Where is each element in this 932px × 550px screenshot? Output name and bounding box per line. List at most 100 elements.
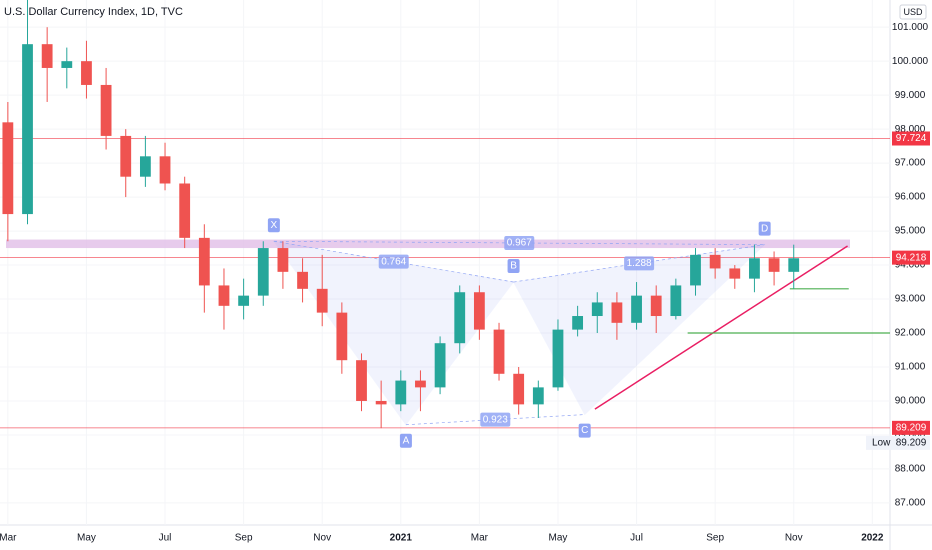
- candle-body: [513, 373, 525, 405]
- y-tick-label: 97.000: [895, 158, 926, 169]
- candle-body: [336, 312, 348, 361]
- candle-body: [493, 329, 505, 374]
- low-label-value: 89.209: [896, 437, 927, 448]
- candle-body: [768, 258, 780, 272]
- pattern-ratio-line: [273, 240, 765, 246]
- candle-body: [572, 316, 584, 330]
- pattern-ratio-label: 1.288: [627, 258, 652, 269]
- price-label-box: [892, 250, 930, 265]
- candle-body: [2, 122, 14, 215]
- candle-body: [631, 295, 642, 323]
- candle-body: [139, 156, 151, 177]
- candle-body: [356, 360, 367, 401]
- pattern-ratio-label: 0.764: [381, 256, 406, 267]
- candle-body: [179, 183, 191, 238]
- candle-body: [591, 302, 603, 317]
- resistance-zone: [6, 239, 850, 249]
- candle-body: [100, 84, 112, 136]
- low-label-text: Low: [872, 437, 891, 448]
- candle-body: [473, 292, 485, 330]
- y-tick-label: 89.000: [895, 430, 926, 441]
- candle-body: [81, 61, 92, 85]
- candle-body: [316, 288, 328, 313]
- candle-body: [395, 380, 407, 405]
- pattern-point-label: D: [761, 223, 768, 234]
- currency-label[interactable]: USD: [903, 7, 923, 17]
- candle-body: [729, 268, 741, 279]
- low-label-box: [866, 435, 930, 450]
- pattern-ratio-box: [480, 412, 511, 427]
- x-tick-label: 2022: [861, 533, 884, 544]
- y-tick-label: 92.000: [895, 328, 926, 339]
- pattern-ratio-box: [504, 235, 535, 250]
- trend-line: [594, 245, 848, 410]
- candle-body: [650, 295, 662, 317]
- candle-body: [159, 156, 171, 184]
- pattern-point-box: [507, 259, 520, 274]
- candle-body: [415, 380, 426, 388]
- price-label-box: [892, 131, 930, 146]
- x-tick-label: May: [77, 533, 96, 544]
- y-tick-label: 91.000: [895, 362, 926, 373]
- candle-body: [749, 258, 760, 279]
- pattern-point-label: A: [403, 435, 410, 446]
- y-tick-label: 93.000: [895, 294, 926, 305]
- y-tick-label: 95.000: [895, 226, 926, 237]
- candle-body: [120, 135, 132, 177]
- plot-area: [0, 0, 890, 525]
- candle-body: [297, 271, 308, 289]
- y-tick-label: 96.000: [895, 192, 926, 203]
- y-tick-label: 99.000: [895, 90, 926, 101]
- candle-body: [61, 61, 73, 68]
- candle-body: [238, 295, 250, 306]
- candle-body: [670, 285, 682, 317]
- candle-body: [257, 248, 269, 296]
- pattern-point-label: C: [581, 425, 588, 436]
- chart-title: U.S. Dollar Currency Index, 1D, TVC: [4, 6, 183, 18]
- candle-body: [218, 285, 230, 306]
- candle-body: [532, 387, 544, 405]
- candle-body: [788, 258, 800, 272]
- x-tick-label: Nov: [313, 533, 331, 544]
- y-tick-label: 94.000: [895, 260, 926, 271]
- x-tick-label: Mar: [0, 533, 17, 544]
- price-label: 89.209: [896, 422, 927, 433]
- candle-body: [709, 254, 721, 269]
- candle-body: [375, 400, 387, 405]
- y-tick-label: 101.000: [892, 22, 929, 33]
- candle-body: [611, 302, 623, 323]
- x-tick-label: Sep: [706, 533, 724, 544]
- x-tick-label: Sep: [235, 533, 253, 544]
- candle-body: [552, 329, 564, 388]
- pattern-point-box: [267, 218, 280, 233]
- currency-box[interactable]: [899, 4, 927, 20]
- y-tick-label: 100.000: [892, 56, 929, 67]
- candle-body: [22, 44, 33, 215]
- y-tick-label: 87.000: [895, 498, 926, 509]
- price-label: 97.724: [896, 133, 927, 144]
- pattern-point-box: [399, 433, 412, 448]
- pattern-ratio-label: 0.923: [483, 414, 508, 425]
- x-tick-label: Jul: [159, 533, 172, 544]
- pattern-point-label: X: [271, 220, 278, 231]
- price-label-box: [892, 420, 930, 435]
- candle-body: [198, 237, 210, 286]
- candle-body: [41, 44, 53, 68]
- y-tick-label: 88.000: [895, 464, 926, 475]
- pattern-ratio-label: 0.967: [507, 238, 532, 249]
- y-tick-label: 90.000: [895, 396, 926, 407]
- x-tick-label: Nov: [785, 533, 803, 544]
- y-tick-label: 98.000: [895, 124, 926, 135]
- pattern-point-box: [578, 423, 591, 438]
- pattern-point-box: [758, 221, 771, 236]
- pattern-point-label: B: [510, 261, 517, 272]
- x-tick-label: May: [549, 533, 568, 544]
- x-tick-label: Jul: [630, 533, 643, 544]
- x-tick-label: Mar: [471, 533, 489, 544]
- candle-body: [277, 248, 289, 272]
- x-tick-label: 2021: [390, 533, 413, 544]
- pattern-ratio-box: [624, 256, 655, 271]
- candle-body: [454, 292, 466, 344]
